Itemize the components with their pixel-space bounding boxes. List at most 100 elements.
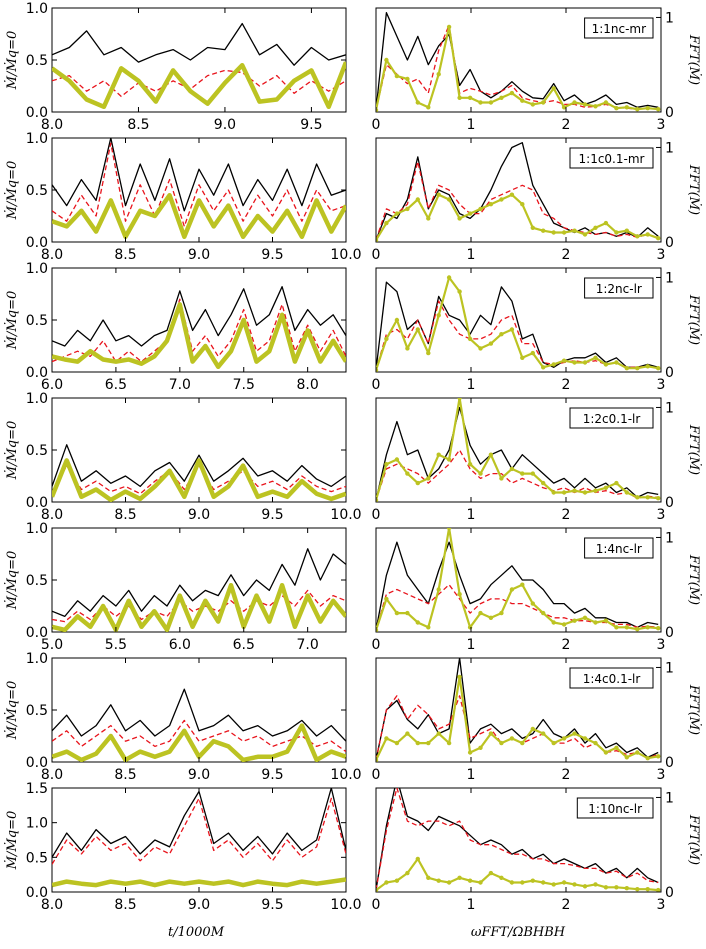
data-point-yellow — [376, 887, 379, 892]
x-tick-label: 1 — [467, 897, 476, 913]
run-label-box — [576, 797, 654, 819]
data-point-yellow — [614, 745, 619, 750]
series-line-yellow — [52, 877, 346, 888]
x-tick-label: 1 — [467, 377, 476, 393]
data-point-yellow — [499, 95, 504, 101]
data-point-yellow — [376, 757, 379, 762]
data-point-yellow — [541, 880, 546, 885]
y-tick-label: 0.0 — [26, 365, 48, 381]
axes-frame — [375, 657, 662, 763]
data-point-yellow — [415, 197, 420, 202]
data-point-yellow — [405, 346, 410, 351]
data-point-yellow — [656, 626, 661, 631]
data-point-yellow — [593, 882, 598, 887]
right-ylabel: FFT(Ṁ) — [686, 684, 703, 735]
left-ylabel: Ṁ/Ṁq=0 — [3, 681, 20, 741]
x-tick-label: 0 — [372, 897, 381, 913]
x-tick-label: 0 — [372, 377, 381, 393]
series-line-black — [52, 22, 346, 66]
x-tick-label: 3 — [657, 507, 666, 523]
y-tick-label: 1.0 — [26, 521, 48, 537]
panel-time-series-row-0: 8.0 8.5 9.0 9.5 0.0 0.5 1.0 Ṁ/Ṁq=0 — [3, 1, 347, 133]
y-tick-label: 0.0 — [26, 235, 48, 251]
y-tick-label: 1.0 — [26, 391, 48, 407]
x-tick-label: 10.0 — [330, 247, 361, 263]
data-point-yellow — [541, 365, 546, 370]
data-point-yellow — [593, 488, 598, 493]
data-point-yellow — [582, 490, 588, 495]
series-group — [52, 548, 346, 632]
data-point-yellow — [488, 341, 494, 346]
data-point-yellow — [509, 192, 515, 197]
data-point-yellow — [436, 452, 441, 457]
series-line-yellow — [376, 528, 659, 631]
x-tick-label: 3 — [657, 767, 666, 783]
x-tick-label: 2 — [562, 507, 571, 523]
data-point-yellow — [394, 317, 400, 323]
y-tick-label: 0.5 — [26, 183, 48, 199]
x-tick-label: 3 — [657, 377, 666, 393]
data-point-yellow — [478, 206, 483, 212]
y-tick-label: 0.5 — [26, 443, 48, 459]
data-point-yellow — [415, 480, 420, 486]
data-point-yellow — [582, 102, 588, 107]
series-line-black — [52, 138, 346, 212]
data-point-yellow — [509, 466, 515, 472]
data-point-yellow — [384, 596, 389, 602]
data-point-yellow — [541, 100, 546, 105]
data-point-yellow — [405, 870, 410, 876]
x-tick-label: 8.5 — [114, 247, 136, 263]
data-point-yellow — [582, 884, 588, 889]
y-tick-label: 0.0 — [26, 885, 48, 901]
data-point-yellow — [656, 496, 661, 501]
data-point-yellow — [656, 887, 661, 892]
data-point-yellow — [446, 528, 452, 531]
data-point-yellow — [624, 105, 629, 110]
data-point-yellow — [509, 90, 515, 96]
series-line-yellow — [376, 25, 659, 111]
data-point-yellow — [561, 230, 567, 235]
panel-time-series-row-2: 6.0 6.5 7.0 7.5 8.0 0.0 0.5 1.0 Ṁ/Ṁq=0 — [3, 261, 347, 393]
y-tick-label: 0 — [665, 235, 674, 251]
data-point-yellow — [541, 480, 546, 486]
y-tick-label: 1.5 — [26, 781, 48, 797]
data-point-yellow — [488, 870, 494, 876]
series-group — [52, 22, 346, 110]
data-point-yellow — [415, 327, 420, 332]
data-point-yellow — [624, 228, 629, 233]
data-point-yellow — [603, 618, 609, 623]
x-tick-label: 0 — [372, 507, 381, 523]
axes-frame — [375, 267, 662, 373]
data-point-yellow — [467, 750, 473, 755]
x-tick-label: 9.0 — [214, 117, 236, 133]
data-point-yellow — [572, 731, 577, 736]
run-label-box — [569, 407, 654, 429]
x-tick-label: 0 — [372, 117, 381, 133]
left-ylabel: Ṁ/Ṁq=0 — [3, 551, 20, 611]
y-tick-label: 0.0 — [26, 105, 48, 121]
data-point-yellow — [446, 457, 452, 462]
data-point-yellow — [426, 625, 431, 630]
series-group — [376, 398, 661, 502]
data-point-yellow — [614, 625, 619, 630]
data-point-yellow — [436, 731, 441, 736]
data-point-yellow — [405, 731, 410, 736]
x-tick-label: 8.0 — [297, 377, 319, 393]
x-tick-label: 8.0 — [41, 897, 63, 913]
x-tick-label: 9.5 — [261, 767, 283, 783]
data-point-yellow — [561, 105, 567, 110]
data-point-yellow — [603, 750, 609, 755]
panel-fft-row-4: 0 1 2 3 1 0 FFT(Ṁ) 1:4nc-lr — [372, 527, 703, 653]
data-point-yellow — [384, 336, 389, 342]
data-point-yellow — [499, 197, 504, 202]
data-point-yellow — [478, 346, 483, 351]
data-point-yellow — [394, 211, 400, 216]
y-tick-label: 0.0 — [26, 495, 48, 511]
data-point-yellow — [509, 880, 515, 885]
data-point-yellow — [593, 620, 598, 625]
panel-time-series-row-4: 5.0 5.5 6.0 6.5 7.0 0.0 0.5 1.0 Ṁ/Ṁq=0 — [3, 521, 347, 653]
y-tick-label: 1 — [665, 140, 674, 156]
x-tick-label: 8.0 — [41, 767, 63, 783]
data-point-yellow — [541, 731, 546, 736]
data-point-yellow — [446, 275, 452, 280]
